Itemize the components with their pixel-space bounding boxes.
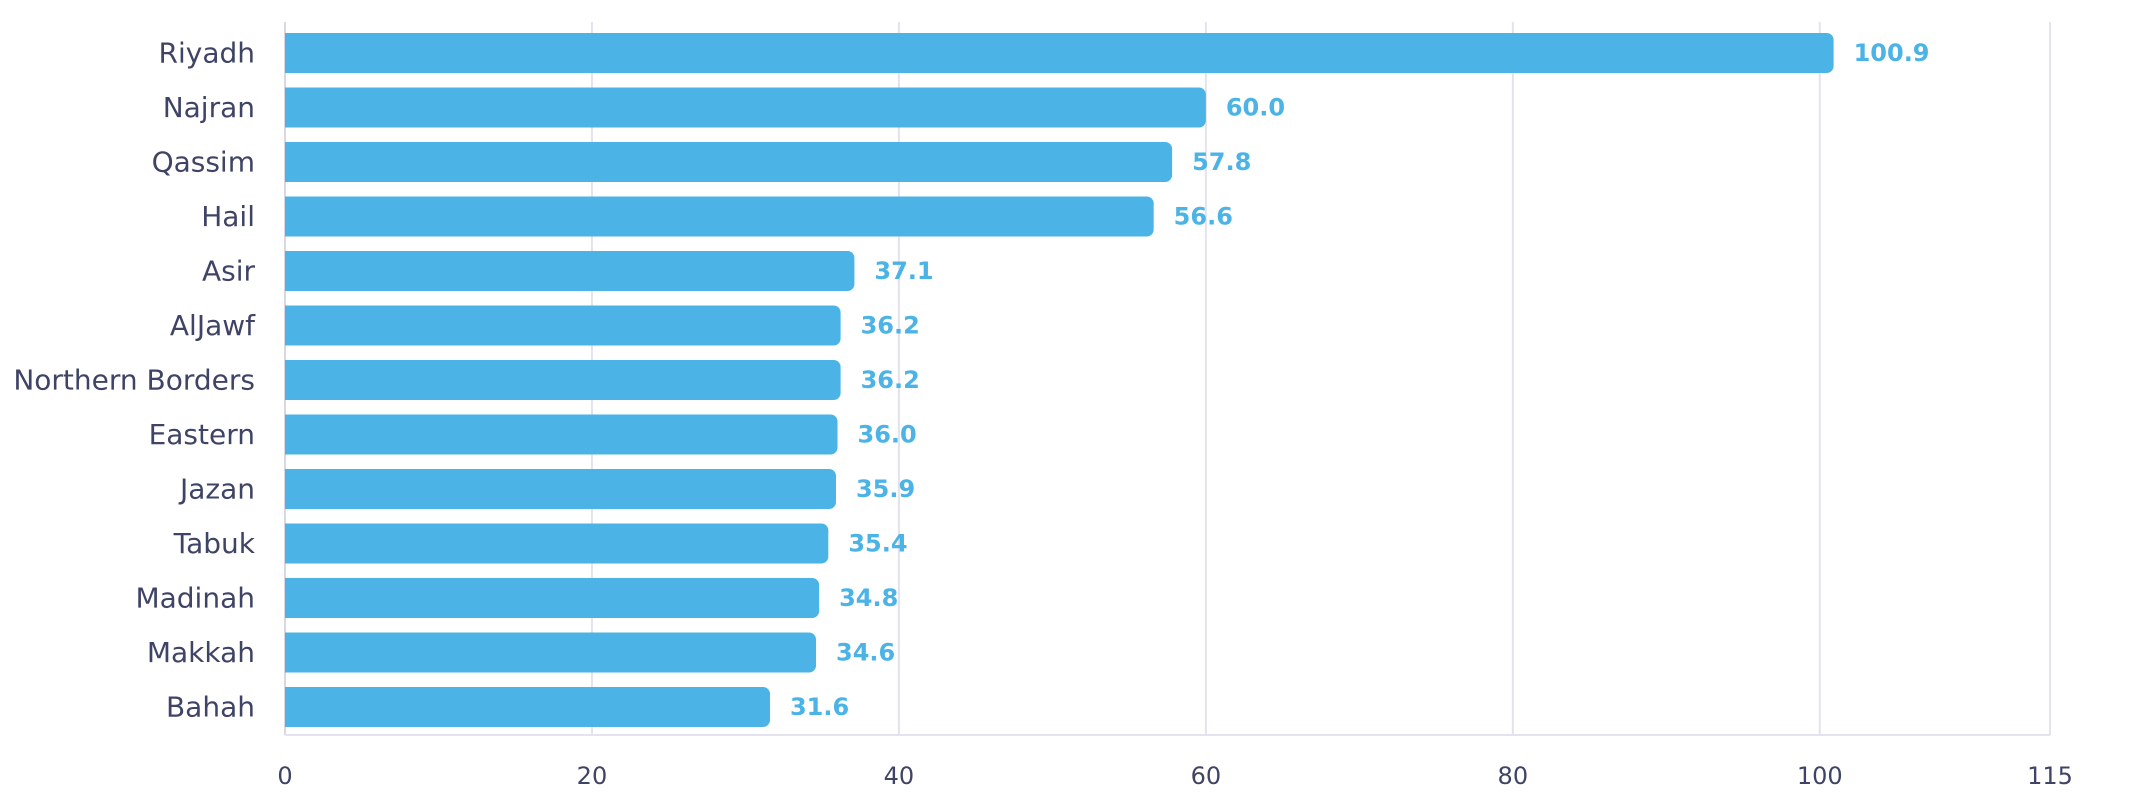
category-labels: Riyadh Najran Qassim Hail Asir AlJawf Northern… (13, 37, 256, 724)
bar-left-edge (285, 87, 293, 128)
category-label: Asir (202, 255, 256, 288)
bar-eastern[interactable] (285, 414, 838, 455)
bar-aljawf[interactable] (285, 305, 841, 346)
category-label: Bahah (166, 691, 255, 724)
bar-jazan[interactable] (285, 469, 836, 509)
category-label: Najran (163, 91, 255, 124)
value-label: 57.8 (1192, 148, 1251, 176)
category-label: Eastern (149, 418, 255, 451)
value-label: 36.2 (861, 312, 920, 340)
value-label: 35.4 (848, 530, 907, 558)
bar-left-edge (285, 632, 293, 673)
value-label: 60.0 (1226, 94, 1285, 122)
x-tick-label: 20 (577, 762, 608, 790)
bar-left-edge (285, 687, 293, 727)
value-label: 37.1 (874, 257, 933, 285)
bar-left-edge (285, 578, 293, 618)
category-label: Northern Borders (13, 364, 255, 397)
bar-najran[interactable] (285, 87, 1206, 128)
bar-asir[interactable] (285, 251, 855, 291)
value-label: 34.8 (839, 584, 898, 612)
bar-left-edge (285, 360, 293, 400)
category-label: Qassim (152, 146, 255, 179)
bar-makkah[interactable] (285, 632, 817, 673)
bar-left-edge (285, 414, 293, 455)
category-label: Makkah (147, 636, 255, 669)
category-label: Tabuk (173, 527, 256, 560)
bar-left-edge (285, 469, 293, 509)
bar-riyadh[interactable] (285, 33, 1834, 73)
bar-madinah[interactable] (285, 578, 820, 618)
category-label: Jazan (178, 473, 255, 506)
x-axis-ticks: 0 20 40 60 80 100 115 (277, 762, 2073, 790)
bar-tabuk[interactable] (285, 523, 829, 564)
bar-bahah[interactable] (285, 687, 770, 727)
x-tick-label: 80 (1498, 762, 1529, 790)
bar-northern-borders[interactable] (285, 360, 841, 400)
x-tick-label: 100 (1797, 762, 1843, 790)
x-tick-label: 0 (277, 762, 292, 790)
bar-left-edge (285, 142, 293, 182)
value-label: 100.9 (1854, 39, 1930, 67)
bars (285, 33, 1834, 727)
bar-left-edge (285, 523, 293, 564)
category-label: Madinah (135, 582, 255, 615)
bar-qassim[interactable] (285, 142, 1173, 182)
x-tick-label: 60 (1191, 762, 1222, 790)
bar-left-edge (285, 305, 293, 346)
value-label: 36.0 (858, 421, 917, 449)
bar-left-edge (285, 33, 293, 73)
value-label: 34.6 (836, 639, 895, 667)
value-label: 31.6 (790, 693, 849, 721)
bar-hail[interactable] (285, 196, 1154, 237)
value-labels: 100.9 60.0 57.8 56.6 37.1 36.2 36.2 36.0 35.9 35.… (790, 39, 1930, 721)
category-label: AlJawf (170, 309, 256, 342)
x-tick-label: 115 (2027, 762, 2073, 790)
category-label: Hail (201, 200, 255, 233)
value-label: 56.6 (1174, 203, 1233, 231)
grid-lines (284, 22, 2051, 736)
x-tick-label: 40 (884, 762, 915, 790)
category-label: Riyadh (159, 37, 255, 70)
value-label: 36.2 (861, 366, 920, 394)
value-label: 35.9 (856, 475, 915, 503)
bar-left-edge (285, 196, 293, 237)
bar-left-edge (285, 251, 293, 291)
